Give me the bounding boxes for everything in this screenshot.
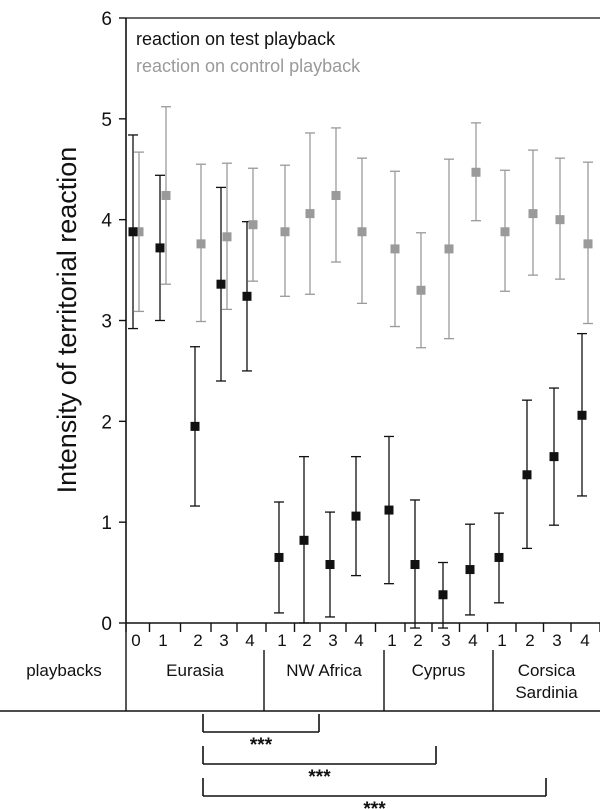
data-point-control <box>305 209 315 219</box>
significance-label: *** <box>308 767 331 788</box>
y-tick-label-1: 1 <box>101 513 112 534</box>
x-tick-label: 2 <box>413 631 422 650</box>
x-tick-label: 2 <box>302 631 311 650</box>
x-tick-label: 4 <box>245 631 254 650</box>
data-point-control <box>583 239 593 249</box>
data-point-test <box>216 279 226 289</box>
data-point-control <box>416 285 426 295</box>
data-point-test <box>351 511 361 521</box>
data-point-control <box>161 190 171 200</box>
data-point-control <box>528 209 538 219</box>
data-point-control <box>248 220 258 230</box>
y-tick-label-3: 3 <box>101 312 112 333</box>
x-tick-label: 2 <box>193 631 202 650</box>
y-tick-label-0: 0 <box>101 614 112 635</box>
data-point-control <box>500 227 510 237</box>
data-point-test <box>299 535 309 545</box>
x-tick-label: 2 <box>525 631 534 650</box>
data-point-test <box>242 291 252 301</box>
data-point-control <box>471 167 481 177</box>
data-point-test <box>128 227 138 237</box>
x-tick-label: 3 <box>219 631 228 650</box>
significance-label: *** <box>250 735 273 756</box>
x-tick-label: 3 <box>328 631 337 650</box>
data-point-test <box>325 560 335 570</box>
data-point-test <box>549 452 559 462</box>
data-point-control <box>196 239 206 249</box>
x-tick-label: 1 <box>387 631 396 650</box>
x-axis-label: playbacks <box>26 661 102 680</box>
data-point-test <box>577 410 587 420</box>
y-tick-label-5: 5 <box>101 110 112 131</box>
data-point-control <box>444 244 454 254</box>
group-label: NW Africa <box>286 661 362 680</box>
x-tick-label: 0 <box>131 631 140 650</box>
data-point-test <box>410 560 420 570</box>
significance-label: *** <box>363 799 386 809</box>
data-point-test <box>155 243 165 253</box>
data-point-test <box>190 421 200 431</box>
data-point-control <box>390 244 400 254</box>
data-point-control <box>222 232 232 242</box>
x-tick-label: 3 <box>552 631 561 650</box>
y-tick-label-2: 2 <box>101 412 112 433</box>
data-point-control <box>357 227 367 237</box>
data-point-test <box>465 565 475 575</box>
y-tick-label-4: 4 <box>101 211 112 232</box>
group-label: Eurasia <box>166 661 224 680</box>
group-label: Cyprus <box>412 661 466 680</box>
data-point-test <box>274 552 284 562</box>
data-point-test <box>494 552 504 562</box>
group-label: Sardinia <box>515 683 578 702</box>
legend-test: reaction on test playback <box>136 29 336 49</box>
y-tick-label-6: 6 <box>101 9 112 30</box>
data-point-control <box>280 227 290 237</box>
x-tick-label: 4 <box>580 631 589 650</box>
x-tick-label: 1 <box>158 631 167 650</box>
data-point-test <box>522 470 532 480</box>
x-tick-label: 1 <box>277 631 286 650</box>
data-point-test <box>438 590 448 600</box>
x-tick-label: 3 <box>441 631 450 650</box>
legend-control: reaction on control playback <box>136 56 361 76</box>
x-tick-label: 4 <box>468 631 477 650</box>
data-point-control <box>134 227 144 237</box>
x-tick-label: 4 <box>354 631 363 650</box>
y-axis-title: Intensity of territorial reaction <box>52 147 82 494</box>
group-label: Corsica <box>518 661 576 680</box>
x-tick-label: 1 <box>497 631 506 650</box>
data-point-control <box>555 215 565 225</box>
data-point-test <box>384 505 394 515</box>
data-point-control <box>331 190 341 200</box>
